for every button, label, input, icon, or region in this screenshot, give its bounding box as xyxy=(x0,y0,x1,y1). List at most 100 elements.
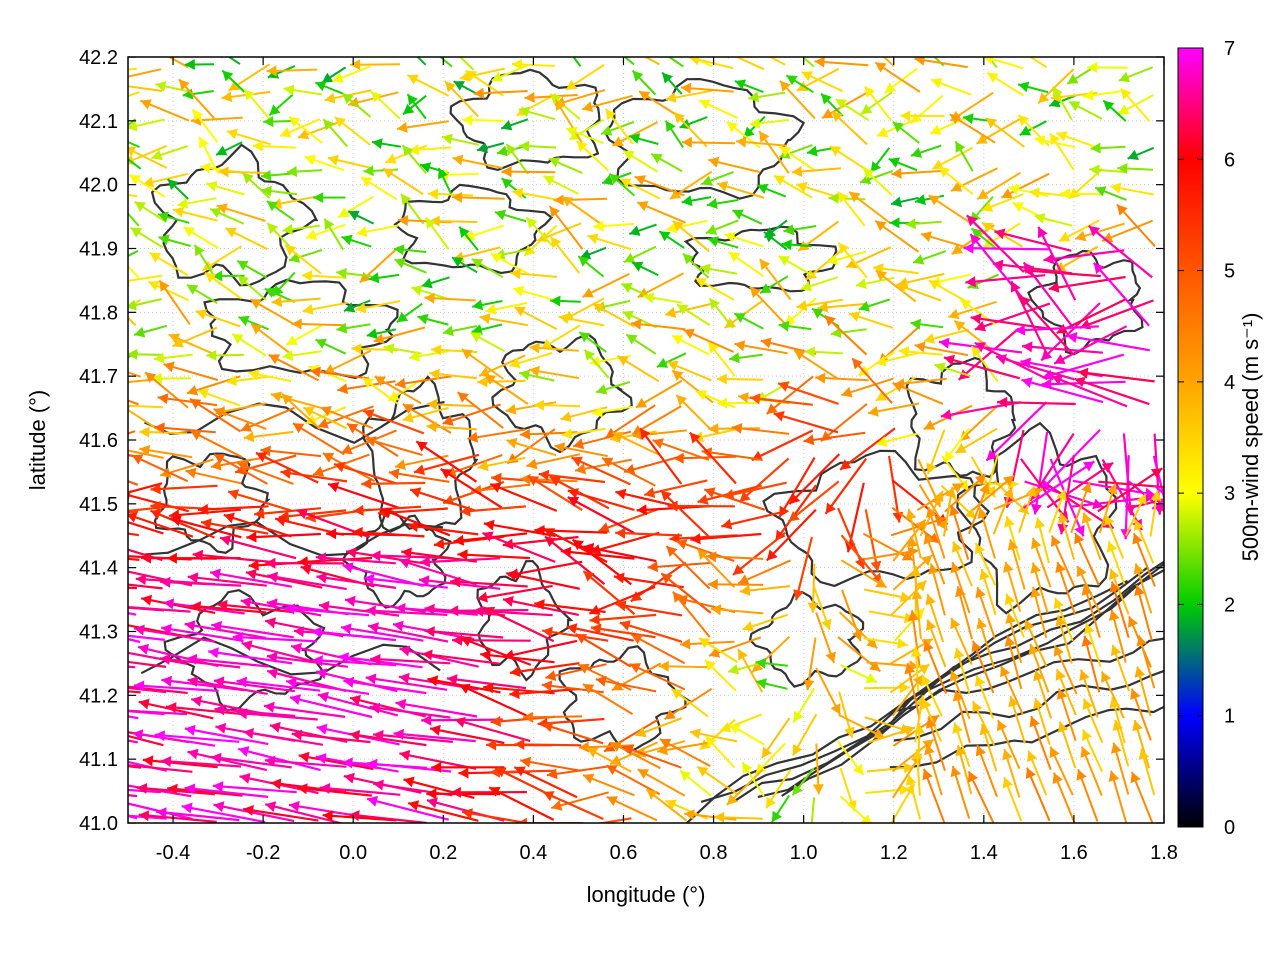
wind-vector-shaft xyxy=(476,584,553,600)
wind-vector-head xyxy=(260,170,272,181)
wind-vector-head xyxy=(695,278,707,288)
wind-vector-shaft xyxy=(974,302,1051,331)
wind-vector-shaft xyxy=(509,662,580,674)
wind-vector-shaft xyxy=(159,657,241,669)
wind-vector-head xyxy=(979,569,990,581)
wind-vector-head xyxy=(768,840,778,851)
wind-vector-head xyxy=(459,683,471,694)
wind-vector-head xyxy=(151,373,162,384)
wind-vector-shaft xyxy=(567,489,635,512)
wind-vector-head xyxy=(665,307,677,318)
wind-vector-shaft xyxy=(236,679,321,692)
wind-vector-shaft xyxy=(1022,261,1074,328)
wind-vector-head xyxy=(367,758,378,770)
wind-vector-head xyxy=(346,547,357,559)
wind-vector-head xyxy=(1079,669,1090,681)
wind-vector-head xyxy=(875,220,887,232)
colorbar-tick-label: 0 xyxy=(1224,817,1235,839)
wind-vector-head xyxy=(110,601,120,612)
wind-vector-head xyxy=(828,192,839,204)
wind-vector-head xyxy=(582,101,594,112)
wind-vector-shaft xyxy=(615,531,683,537)
wind-vector-head xyxy=(252,140,263,152)
contour-line xyxy=(558,645,692,754)
wind-vector-head xyxy=(205,272,217,283)
wind-vector-head xyxy=(128,299,137,311)
wind-vector-head xyxy=(501,120,513,131)
wind-vector-head xyxy=(270,778,282,790)
wind-vector-head xyxy=(632,261,644,272)
wind-vector-head xyxy=(974,321,987,332)
wind-vector-head xyxy=(950,766,961,778)
wind-vector-head xyxy=(320,406,332,417)
wind-vector-head xyxy=(704,660,716,671)
wind-vector-head xyxy=(282,223,294,235)
wind-vector-head xyxy=(955,141,966,153)
wind-vector-head xyxy=(237,275,249,287)
wind-vector-head xyxy=(934,515,946,527)
wind-vector-head xyxy=(827,254,839,266)
wind-vector-head xyxy=(385,153,397,164)
wind-vector-shaft xyxy=(1039,429,1101,492)
wind-vector-head xyxy=(760,337,772,349)
wind-vector-head xyxy=(734,313,746,323)
wind-vector-shaft xyxy=(128,118,137,127)
wind-vector-head xyxy=(141,552,152,564)
wind-vector-head xyxy=(172,337,184,348)
wind-vector-head xyxy=(706,551,717,563)
wind-vector-head xyxy=(89,653,100,664)
wind-vector-head xyxy=(817,301,828,313)
wind-vector-head xyxy=(662,72,673,84)
wind-vector-head xyxy=(113,726,124,737)
wind-vector-head xyxy=(470,332,482,343)
wind-vector-head xyxy=(1056,688,1068,700)
wind-vector-head xyxy=(673,452,684,464)
wind-vector-head xyxy=(315,552,327,564)
wind-vector-head xyxy=(211,752,222,764)
wind-vector-shaft xyxy=(483,606,555,643)
wind-vector-head xyxy=(796,300,808,311)
wind-vector-head xyxy=(824,315,836,327)
wind-vector-head xyxy=(90,723,101,734)
wind-vector-head xyxy=(738,392,749,403)
wind-vector-head xyxy=(970,313,982,325)
wind-vector-head xyxy=(426,788,437,800)
wind-vector-head xyxy=(706,198,718,209)
wind-vector-head xyxy=(1111,742,1122,754)
wind-vector-head xyxy=(303,406,315,417)
wind-vector-head xyxy=(101,292,112,303)
wind-vector-head xyxy=(665,120,676,133)
y-tick-label: 41.5 xyxy=(79,494,118,516)
wind-vector-head xyxy=(183,227,195,237)
wind-vector-head xyxy=(1004,635,1016,647)
wind-vector-head xyxy=(486,739,497,751)
wind-vector-head xyxy=(451,257,464,268)
wind-vector-head xyxy=(467,431,479,443)
wind-vector-shaft xyxy=(1040,302,1101,362)
wind-vector-head xyxy=(1054,354,1066,364)
wind-vector-head xyxy=(509,666,521,677)
wind-vector-head xyxy=(975,543,985,555)
y-tick-label: 41.0 xyxy=(79,813,118,835)
wind-vector-head xyxy=(153,352,165,364)
contour-line xyxy=(153,452,271,554)
wind-vector-shaft xyxy=(367,624,449,643)
wind-vector-shaft xyxy=(566,625,634,642)
wind-vector-head xyxy=(697,548,709,560)
wind-vector-head xyxy=(876,436,888,447)
wind-vector-head xyxy=(1029,716,1040,728)
wind-vector-shaft xyxy=(128,68,162,78)
wind-vector-head xyxy=(800,281,812,292)
wind-vector-head xyxy=(68,549,79,560)
wind-vector-head xyxy=(268,354,281,365)
contour-line xyxy=(905,356,1017,479)
wind-vector-shaft xyxy=(615,603,683,617)
wind-vector-shaft xyxy=(395,701,478,718)
wind-vector-shaft xyxy=(503,639,578,659)
wind-vector-head xyxy=(403,103,415,115)
wind-vector-head xyxy=(1132,533,1143,545)
wind-vector-shaft xyxy=(154,733,240,743)
wind-vector-head xyxy=(875,390,888,401)
wind-vector-shaft xyxy=(416,57,427,66)
wind-vector-shaft xyxy=(128,665,136,669)
